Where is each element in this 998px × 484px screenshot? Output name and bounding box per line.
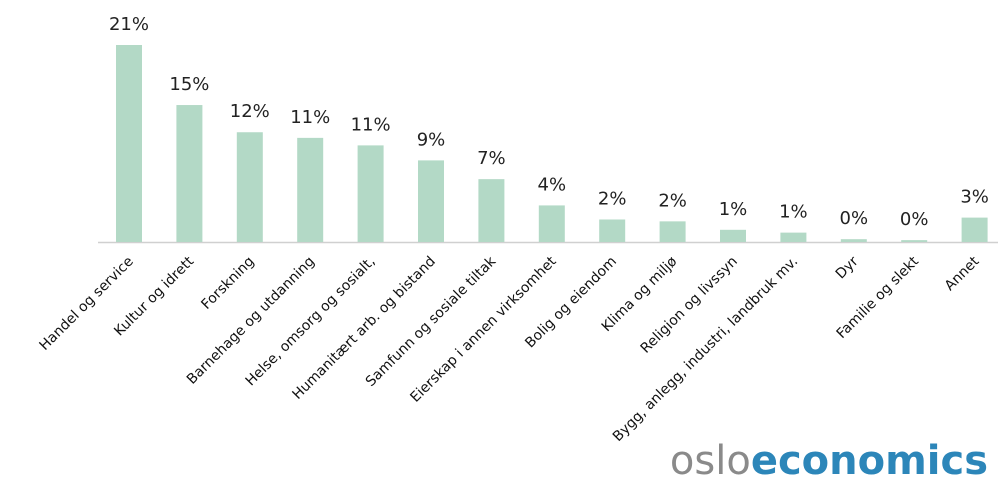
- logo-bold-text: economics: [750, 438, 988, 484]
- oslo-economics-logo: osloeconomics: [670, 441, 988, 481]
- bar: [901, 240, 928, 242]
- data-label: 7%: [477, 148, 506, 169]
- data-label: 1%: [779, 202, 808, 223]
- bar: [236, 132, 263, 242]
- bar: [961, 217, 988, 242]
- bar: [780, 232, 807, 242]
- data-label: 11%: [290, 107, 330, 128]
- data-label: 3%: [960, 187, 989, 208]
- bar: [176, 105, 203, 243]
- logo-light-text: oslo: [669, 438, 751, 484]
- category-label: Helse, omsorg og sosialt,: [243, 254, 379, 390]
- data-label: 12%: [230, 101, 270, 122]
- bar: [599, 219, 626, 242]
- bar: [116, 45, 142, 242]
- bar: [297, 137, 324, 242]
- data-label: 11%: [351, 114, 391, 135]
- category-label: Annet: [942, 253, 983, 294]
- bar: [538, 205, 565, 242]
- data-label: 9%: [417, 129, 446, 150]
- bar: [418, 160, 444, 242]
- data-label: 21%: [109, 14, 149, 35]
- bar: [840, 239, 867, 242]
- bar: [357, 145, 384, 242]
- category-label: Barnehage og utdanning: [184, 254, 318, 388]
- category-label: Forskning: [198, 254, 257, 313]
- category-label: Dyr: [833, 253, 862, 282]
- data-label: 15%: [169, 74, 209, 95]
- data-label: 1%: [719, 199, 748, 220]
- data-label: 0%: [840, 208, 869, 229]
- data-label: 4%: [538, 174, 567, 195]
- data-label: 2%: [598, 188, 627, 209]
- bar: [478, 179, 505, 242]
- bar: [720, 229, 746, 242]
- data-label: 2%: [658, 190, 687, 211]
- data-label: 0%: [900, 209, 929, 230]
- bar: [659, 221, 686, 242]
